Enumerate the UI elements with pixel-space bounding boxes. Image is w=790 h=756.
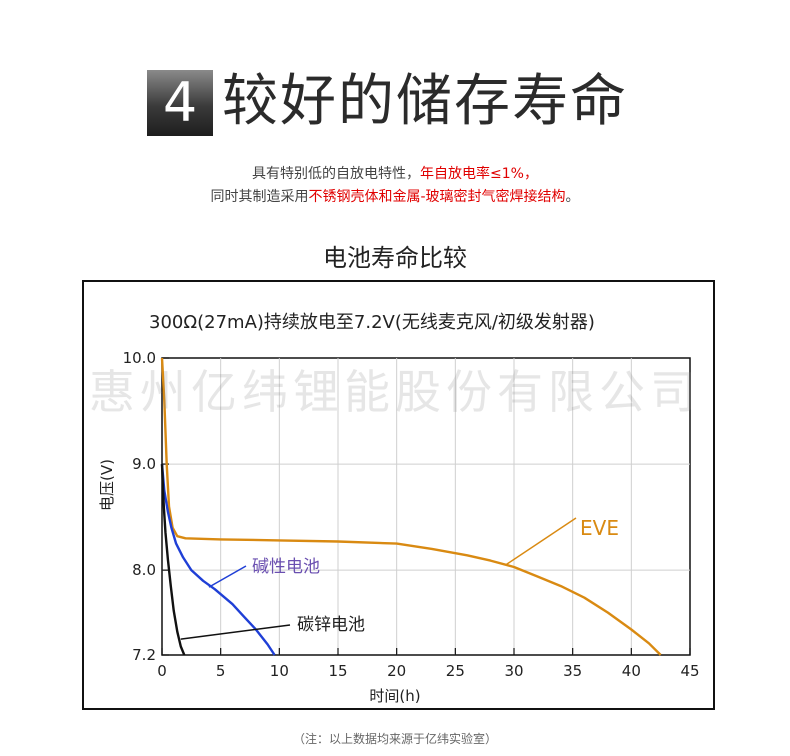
intro-line-2: 同时其制造采用不锈钢壳体和金属-玻璃密封气密焊接结构。 bbox=[0, 186, 790, 206]
series-label-alkaline: 碱性电池 bbox=[252, 557, 320, 577]
intro-line-1-highlight: 年自放电率≤1% bbox=[420, 166, 524, 182]
section-number-badge: 4 bbox=[147, 70, 213, 136]
y-tick-label: 8.0 bbox=[132, 561, 156, 579]
x-tick-label: 10 bbox=[270, 662, 289, 680]
y-tick-label: 9.0 bbox=[132, 455, 156, 473]
data-source-note: （注：以上数据均来源于亿纬实验室） bbox=[292, 732, 497, 746]
series-label-carbon-zinc: 碳锌电池 bbox=[297, 615, 365, 635]
intro-line-2-text: 同时其制造采用 bbox=[210, 189, 309, 205]
chart-frame bbox=[82, 280, 715, 710]
chart-subtitle: 300Ω(27mA)持续放电至7.2V(无线麦克风/初级发射器) bbox=[149, 312, 595, 333]
x-tick-label: 0 bbox=[157, 662, 167, 680]
intro-line-2-highlight: 不锈钢壳体和金属-玻璃密封气密焊接结构 bbox=[308, 189, 566, 205]
x-tick-label: 45 bbox=[680, 662, 699, 680]
y-tick-label: 10.0 bbox=[123, 349, 156, 367]
series-lines bbox=[160, 357, 662, 656]
series-label-eve-leader bbox=[505, 517, 577, 566]
grid-lines bbox=[162, 358, 690, 655]
intro-line-1-end: ， bbox=[523, 166, 538, 182]
y-tick-label: 7.2 bbox=[132, 646, 156, 664]
axis-ticks: 0 5 10 15 20 25 30 35 40 45 7.2 8.0 9.0 10.0 bbox=[123, 349, 700, 680]
series-label-carbon-zinc-leader bbox=[180, 624, 291, 640]
series-label-alkaline-leader bbox=[208, 565, 247, 588]
x-tick-label: 40 bbox=[622, 662, 641, 680]
plot-area bbox=[161, 357, 691, 656]
x-tick-label: 35 bbox=[563, 662, 582, 680]
y-axis-label: 电压(V) bbox=[98, 459, 116, 511]
intro-line-2-end: 。 bbox=[565, 189, 580, 205]
series-line-alkaline bbox=[160, 463, 276, 656]
x-tick-label: 25 bbox=[446, 662, 465, 680]
intro-line-1-text: 具有特别低的自放电特性， bbox=[252, 166, 421, 182]
x-tick-label: 5 bbox=[216, 662, 226, 680]
intro-line-1: 具有特别低的自放电特性，年自放电率≤1%， bbox=[0, 163, 790, 183]
series-line-eve bbox=[160, 357, 662, 656]
chart-title: 电池寿命比较 bbox=[323, 244, 467, 272]
x-tick-label: 20 bbox=[387, 662, 406, 680]
x-tick-label: 30 bbox=[504, 662, 523, 680]
series-line-carbon-zinc bbox=[160, 464, 186, 656]
section-heading: 较好的储存寿命 bbox=[222, 69, 628, 134]
x-axis-label: 时间(h) bbox=[369, 687, 420, 705]
series-label-eve: EVE bbox=[580, 516, 619, 540]
x-tick-label: 15 bbox=[328, 662, 347, 680]
